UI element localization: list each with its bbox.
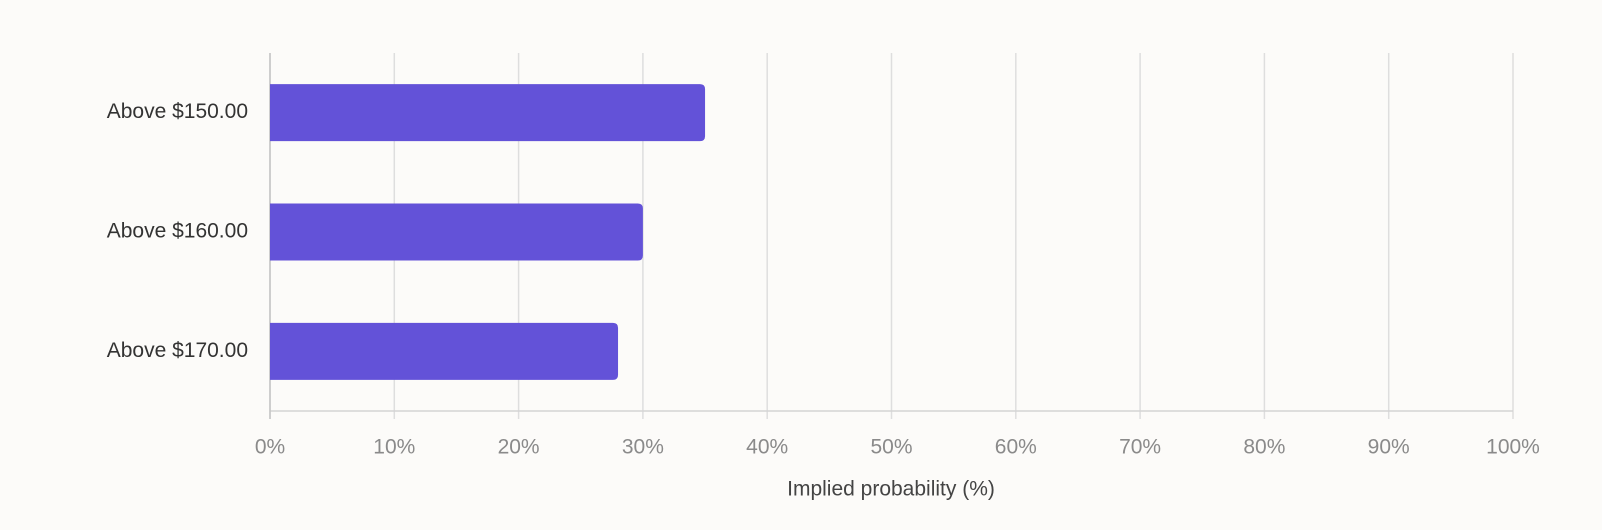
bar xyxy=(270,84,706,142)
x-tick-label: 60% xyxy=(995,436,1037,459)
x-tick-label: 70% xyxy=(1119,436,1161,459)
x-tick-label: 80% xyxy=(1243,436,1285,459)
y-tick-label: Above $150.00 xyxy=(107,100,248,123)
y-tick-label: Above $160.00 xyxy=(107,220,248,243)
x-tick-label: 20% xyxy=(498,436,540,459)
x-tick-label: 0% xyxy=(255,436,285,459)
bar xyxy=(270,322,619,380)
x-tick-label: 10% xyxy=(373,436,415,459)
x-tick-label: 90% xyxy=(1368,436,1410,459)
x-axis-title: Implied probability (%) xyxy=(787,478,995,501)
x-tick-label: 40% xyxy=(746,436,788,459)
x-tick-label: 100% xyxy=(1486,436,1540,459)
x-tick-label: 30% xyxy=(622,436,664,459)
y-tick-label: Above $170.00 xyxy=(107,339,248,362)
bar xyxy=(270,203,643,261)
x-tick-label: 50% xyxy=(870,436,912,459)
